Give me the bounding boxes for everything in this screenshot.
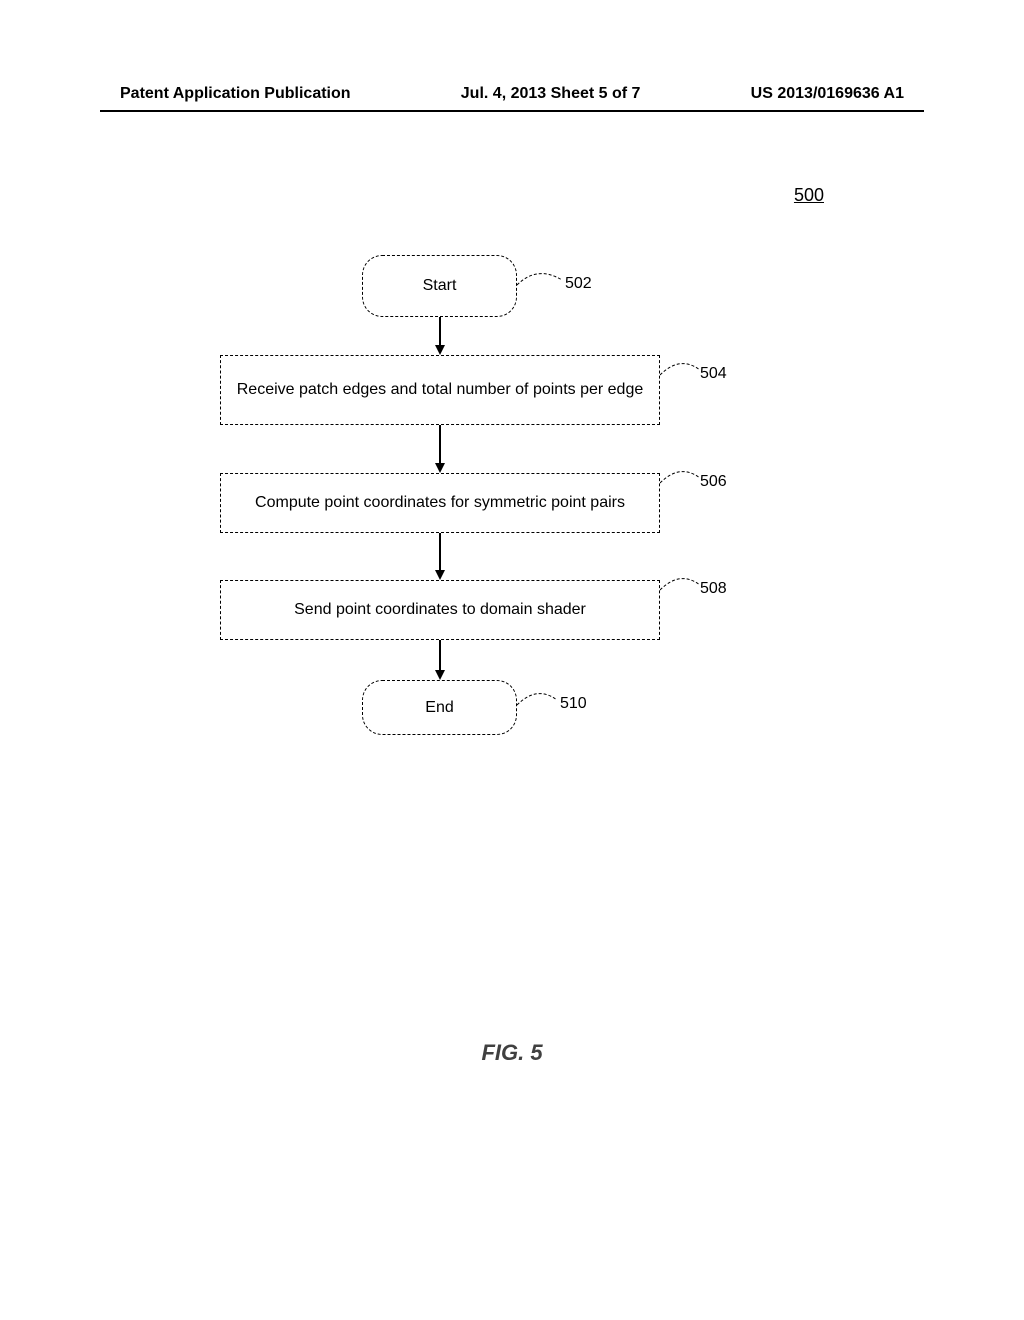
node-compute: Compute point coordinates for symmetric … [220, 473, 660, 533]
header-center: Jul. 4, 2013 Sheet 5 of 7 [461, 85, 641, 103]
ref-504: 504 [700, 365, 727, 383]
arrow-1 [439, 317, 441, 345]
node-end: End [362, 680, 517, 735]
node-start: Start [362, 255, 517, 317]
figure-number: 500 [794, 185, 824, 206]
page-header: Patent Application Publication Jul. 4, 2… [120, 85, 904, 103]
connector-502 [517, 270, 572, 295]
connector-508 [660, 575, 705, 595]
node-compute-label: Compute point coordinates for symmetric … [255, 494, 625, 512]
ref-502: 502 [565, 275, 592, 293]
arrowhead-1 [435, 345, 445, 355]
connector-506 [660, 468, 705, 488]
header-left: Patent Application Publication [120, 85, 351, 103]
header-divider [100, 110, 924, 112]
ref-506: 506 [700, 473, 727, 491]
arrowhead-3 [435, 570, 445, 580]
connector-504 [660, 360, 705, 380]
ref-508: 508 [700, 580, 727, 598]
ref-510: 510 [560, 695, 587, 713]
node-start-label: Start [423, 277, 457, 295]
arrow-4 [439, 640, 441, 670]
arrow-3 [439, 533, 441, 570]
figure-caption: FIG. 5 [0, 1040, 1024, 1066]
arrowhead-4 [435, 670, 445, 680]
node-receive-label: Receive patch edges and total number of … [237, 381, 644, 399]
node-send: Send point coordinates to domain shader [220, 580, 660, 640]
header-right: US 2013/0169636 A1 [751, 85, 904, 103]
arrowhead-2 [435, 463, 445, 473]
node-send-label: Send point coordinates to domain shader [294, 601, 586, 619]
node-end-label: End [425, 699, 453, 717]
arrow-2 [439, 425, 441, 463]
node-receive: Receive patch edges and total number of … [220, 355, 660, 425]
